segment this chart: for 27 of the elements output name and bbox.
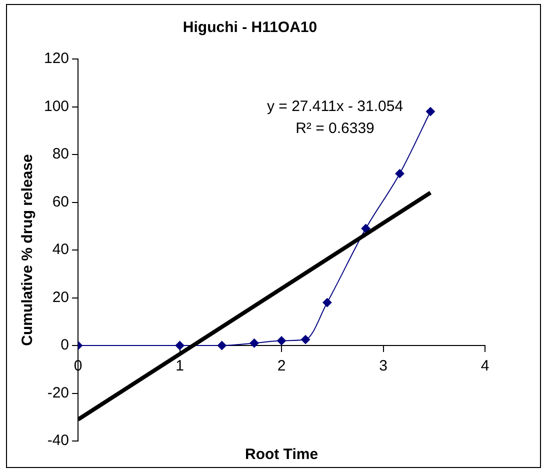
- x-tick-label: 4: [480, 358, 490, 375]
- point: [250, 338, 259, 348]
- point: [395, 169, 404, 178]
- x-tick-label: 3: [379, 358, 388, 375]
- y-axis-title: Cumulative % drug release: [19, 154, 36, 346]
- y-tick-label: 0: [60, 336, 70, 354]
- point: [301, 335, 310, 344]
- point: [277, 336, 286, 346]
- annotation: R² = 0.6339: [296, 120, 374, 137]
- point: [175, 341, 184, 350]
- y-tick-label: 20: [52, 288, 70, 306]
- point: [426, 107, 435, 116]
- chart-title: Higuchi - H11OA10: [182, 19, 318, 36]
- point: [361, 224, 370, 234]
- y-tick-label: 60: [52, 193, 70, 210]
- y-tick-label: 40: [52, 241, 70, 258]
- y-tick-label: 80: [52, 146, 70, 163]
- x-tick-label: 1: [176, 358, 184, 375]
- y-tick-label: 120: [44, 50, 70, 68]
- y-tick-label: -40: [47, 432, 70, 450]
- point: [322, 298, 332, 308]
- y-tick-label: -20: [47, 384, 70, 402]
- x-tick-label: 2: [277, 358, 286, 375]
- x-axis-title: Root Time: [244, 446, 318, 463]
- y-tick-label: 100: [44, 98, 70, 115]
- annotation: y = 27.411x - 31.054: [266, 98, 404, 115]
- point: [217, 341, 226, 350]
